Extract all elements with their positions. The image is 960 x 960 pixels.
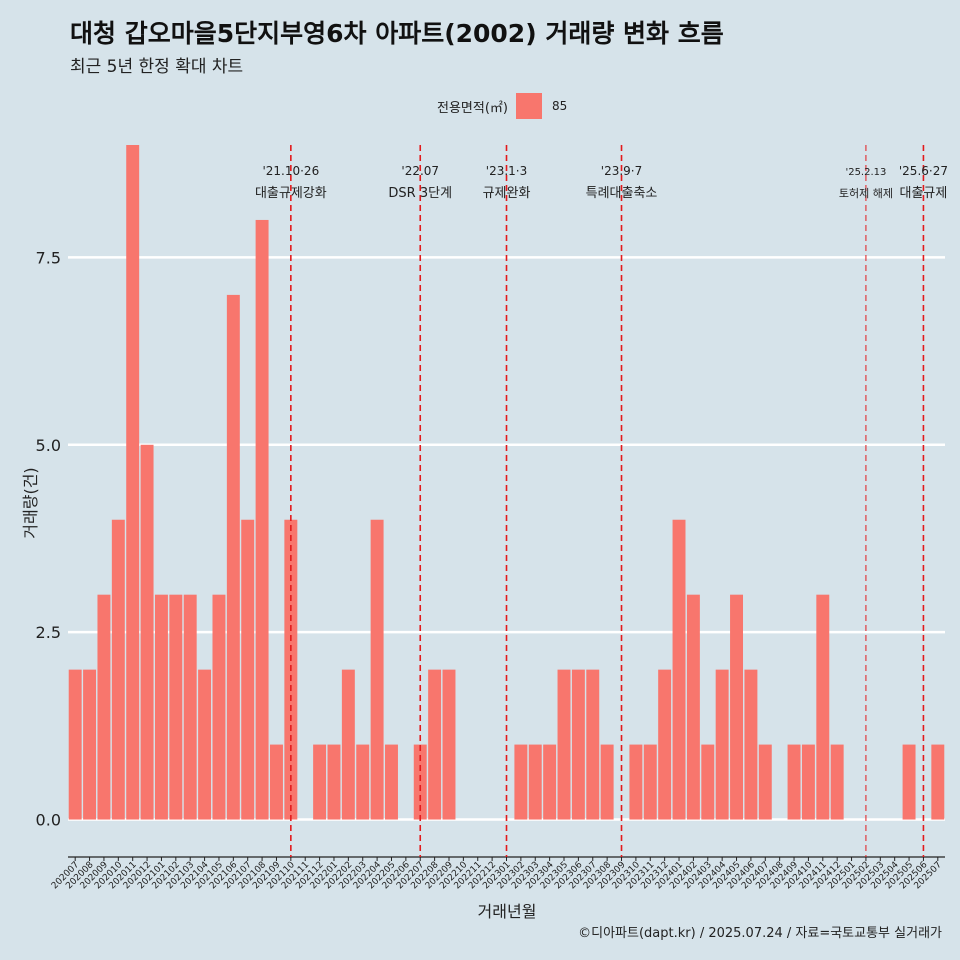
bar [226, 294, 240, 820]
bar [111, 519, 125, 820]
bar [255, 219, 269, 820]
y-axis-label: 거래량(건) [21, 467, 40, 539]
bar [341, 669, 355, 820]
bar [442, 669, 456, 820]
event-date-label: '22.07 [401, 164, 439, 178]
x-axis-label: 거래년월 [477, 902, 537, 921]
chart-title: 대청 갑오마을5단지부영6차 아파트(2002) 거래량 변화 흐름 [70, 19, 724, 48]
bar [787, 744, 801, 820]
bar [385, 744, 398, 820]
bar [154, 594, 168, 820]
bar [514, 744, 528, 820]
chart-subtitle: 최근 5년 한정 확대 차트 [70, 57, 244, 77]
bar [701, 744, 715, 820]
bar [571, 669, 585, 820]
bar [686, 594, 700, 820]
bar [672, 519, 686, 820]
bar [327, 744, 341, 820]
event-date-label: '25.6·27 [899, 164, 948, 178]
legend-title: 전용면적(㎡) [437, 100, 508, 116]
bar [600, 744, 614, 820]
bar [658, 669, 672, 820]
bar [730, 594, 744, 820]
bar [269, 744, 283, 820]
bar [801, 744, 815, 820]
bar [413, 744, 427, 820]
event-date-label: '25.2.13 [845, 167, 886, 178]
bar [902, 744, 916, 820]
bar [83, 669, 97, 820]
bar [744, 669, 758, 820]
bar [758, 744, 772, 820]
bar [931, 744, 945, 820]
bar [97, 594, 111, 820]
bar [586, 669, 600, 820]
bar [212, 594, 226, 820]
event-name-label: 특례대출축소 [586, 186, 658, 201]
bar [643, 744, 657, 820]
bar [629, 744, 643, 820]
bar [428, 669, 442, 820]
bar [830, 744, 844, 820]
bar [126, 145, 140, 820]
bar [198, 669, 212, 820]
bar [169, 594, 183, 820]
event-name-label: DSR 3단계 [388, 186, 452, 201]
event-date-label: '21.10·26 [262, 164, 319, 178]
bar [183, 594, 197, 820]
event-date-label: '23.1·3 [486, 164, 527, 178]
bar [370, 519, 384, 820]
bar [543, 744, 557, 820]
event-name-label: 토허제 해제 [839, 186, 893, 200]
event-name-label: 대출규제강화 [255, 186, 327, 201]
bar [528, 744, 542, 820]
bar [313, 744, 327, 820]
y-tick-label: 0.0 [36, 811, 61, 830]
bar [356, 744, 370, 820]
bar [241, 519, 255, 820]
legend: 전용면적(㎡) 85 [437, 93, 567, 119]
bar [557, 669, 571, 820]
y-tick-label: 2.5 [36, 623, 61, 642]
source-caption: ©디아파트(dapt.kr) / 2025.07.24 / 자료=국토교통부 실… [578, 926, 942, 941]
event-name-label: 대출규제 [900, 186, 948, 201]
y-tick-label: 5.0 [36, 436, 61, 455]
event-name-label: 규제완화 [483, 186, 531, 201]
bar [68, 669, 82, 820]
legend-swatch [515, 93, 542, 119]
bar [140, 444, 154, 820]
legend-label: 85 [551, 99, 568, 113]
bar [816, 594, 830, 820]
y-tick-label: 7.5 [36, 248, 61, 267]
event-date-label: '23.9·7 [601, 164, 642, 178]
bar [715, 669, 729, 820]
